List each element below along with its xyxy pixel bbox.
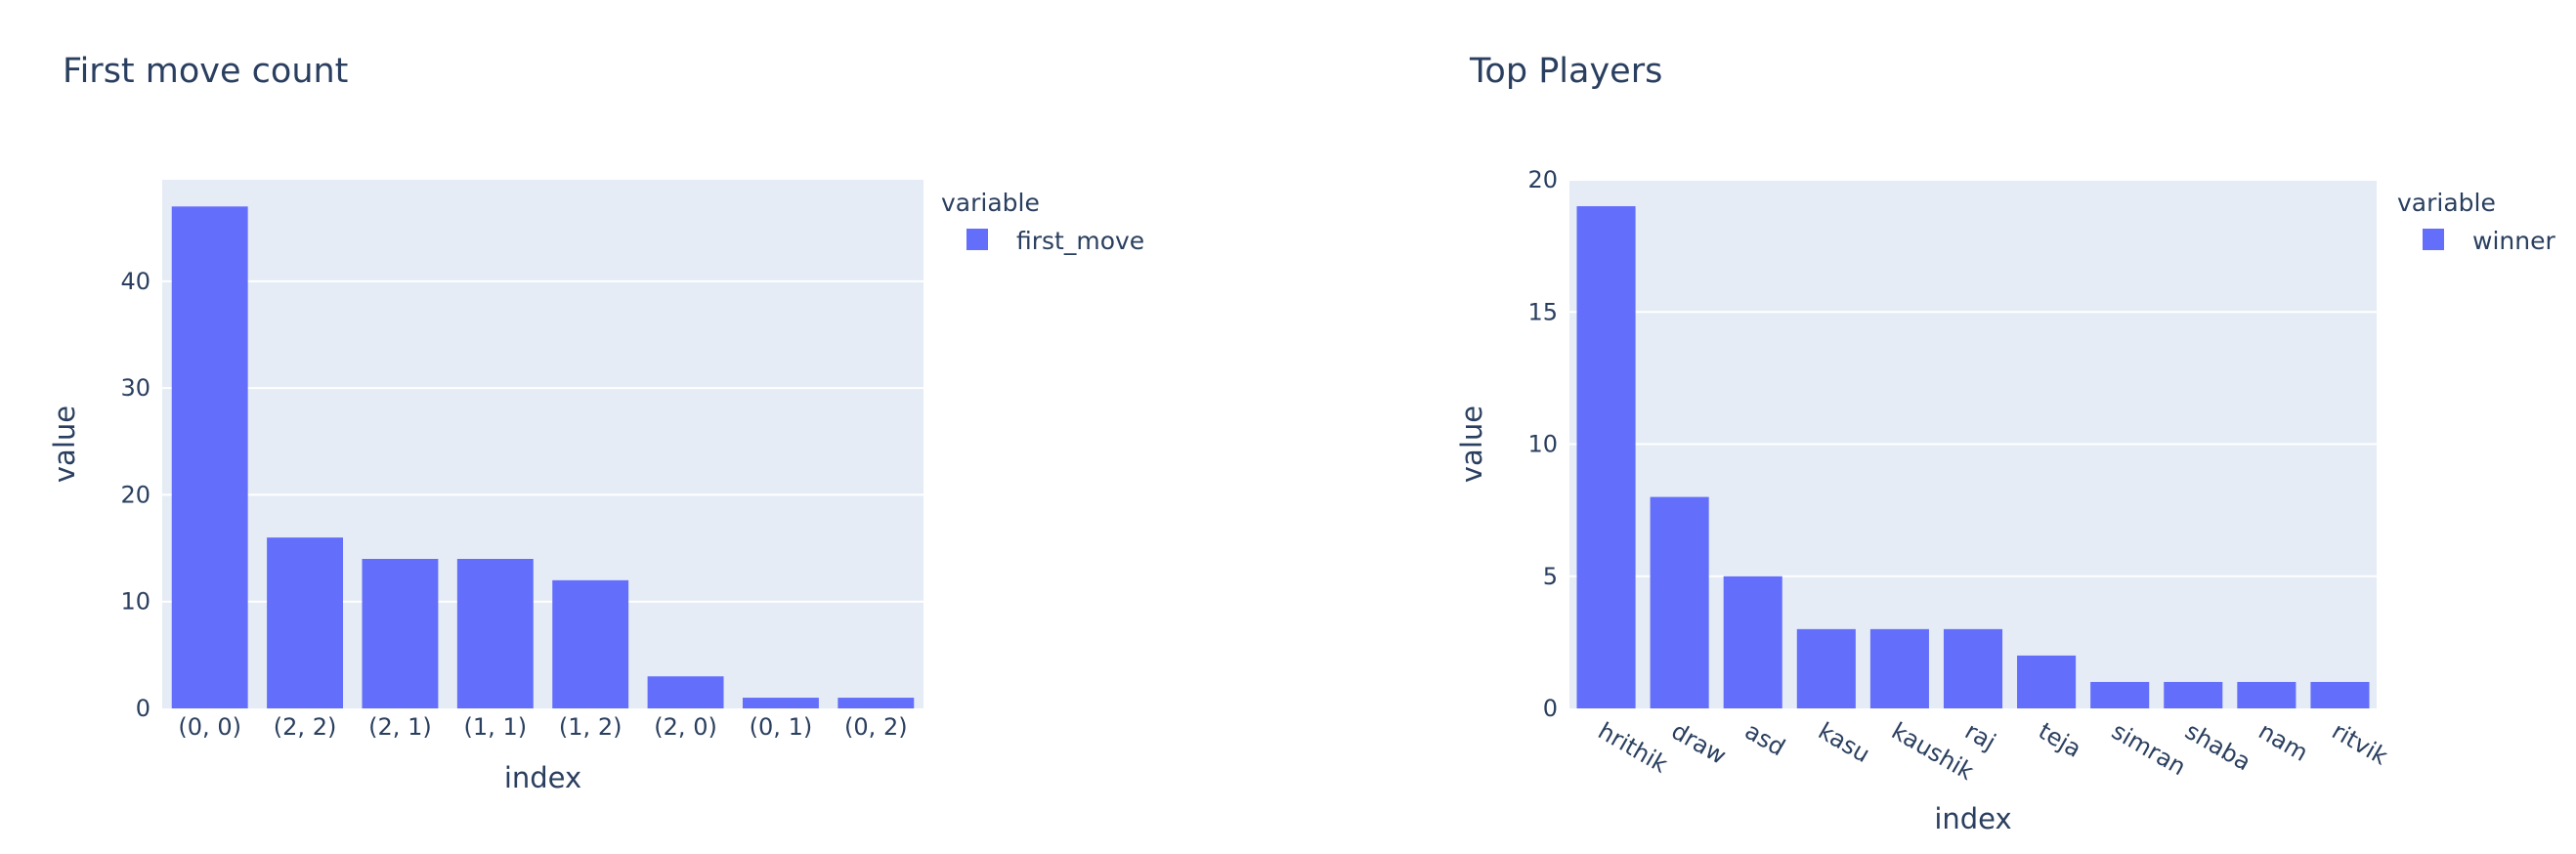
bar[interactable] — [1650, 496, 1709, 708]
bar[interactable] — [742, 698, 819, 708]
chart-title: Top Players — [1469, 52, 1662, 91]
bars — [171, 206, 915, 708]
bar[interactable] — [2017, 655, 2077, 708]
x-tick-label: (2, 2) — [274, 713, 337, 741]
y-axis-title: value — [1455, 406, 1488, 483]
bar[interactable] — [267, 537, 344, 708]
y-tick-labels: 0 5 10 15 20 — [1527, 166, 1558, 722]
bar[interactable] — [552, 579, 629, 708]
x-tick-label: (0, 0) — [178, 713, 241, 741]
y-tick-label: 0 — [1543, 695, 1558, 722]
y-tick-label: 10 — [1527, 431, 1558, 458]
y-tick-label: 20 — [120, 481, 150, 508]
legend-title[interactable]: variable — [2397, 189, 2496, 217]
x-tick-label: (0, 2) — [844, 713, 908, 741]
y-tick-label: 15 — [1527, 298, 1558, 325]
x-tick-label: simran — [2107, 717, 2190, 781]
x-tick-label: teja — [2034, 717, 2085, 763]
legend-title[interactable]: variable — [941, 189, 1040, 217]
bars — [1576, 206, 2370, 709]
x-tick-label: (1, 2) — [559, 713, 623, 741]
bar[interactable] — [2310, 681, 2370, 708]
x-axis-title: index — [504, 761, 581, 794]
x-tick-label: (2, 0) — [654, 713, 717, 741]
x-tick-label: asd — [1740, 717, 1790, 761]
x-tick-label: (0, 1) — [750, 713, 813, 741]
bar[interactable] — [1869, 628, 1929, 708]
x-tick-label: kasu — [1814, 717, 1874, 768]
x-tick-label: shaba — [2180, 717, 2255, 776]
bar[interactable] — [837, 698, 915, 708]
legend-item-label[interactable]: winner — [2472, 227, 2555, 255]
bar[interactable] — [647, 676, 724, 708]
x-axis-title: index — [1934, 802, 2011, 835]
bar[interactable] — [362, 558, 439, 708]
bar[interactable] — [1576, 206, 1636, 709]
x-tick-label: hrithik — [1594, 717, 1673, 779]
y-tick-label: 10 — [120, 588, 150, 616]
bar[interactable] — [2164, 681, 2223, 708]
chart-title: First move count — [63, 52, 348, 91]
x-tick-label: draw — [1667, 717, 1731, 770]
bar[interactable] — [1796, 628, 1856, 708]
legend-swatch[interactable] — [966, 229, 988, 250]
bar[interactable] — [456, 558, 534, 708]
x-tick-label: nam — [2254, 717, 2312, 767]
y-axis-title: value — [48, 406, 81, 483]
bar[interactable] — [171, 206, 248, 708]
y-tick-label: 20 — [1527, 166, 1558, 193]
x-tick-label: ritvik — [2327, 717, 2392, 771]
y-tick-label: 30 — [120, 374, 150, 402]
y-tick-label: 40 — [120, 268, 150, 295]
y-tick-label: 0 — [136, 695, 150, 722]
x-tick-label: kaushik — [1887, 717, 1978, 786]
legend-item-label[interactable]: first_move — [1016, 227, 1144, 255]
bar[interactable] — [1943, 628, 2003, 708]
x-tick-labels: (0, 0) (2, 2) (2, 1) (1, 1) (1, 2) (2, 0) (0, … — [178, 713, 907, 741]
y-tick-labels: 0 10 20 30 40 — [120, 268, 150, 722]
y-tick-label: 5 — [1543, 563, 1558, 590]
x-tick-label: (2, 1) — [368, 713, 432, 741]
x-tick-label: (1, 1) — [464, 713, 528, 741]
bar[interactable] — [2090, 681, 2150, 708]
bar[interactable] — [1723, 576, 1782, 708]
bar[interactable] — [2237, 681, 2297, 708]
legend-swatch[interactable] — [2423, 229, 2444, 250]
x-tick-label: raj — [1960, 717, 2000, 756]
